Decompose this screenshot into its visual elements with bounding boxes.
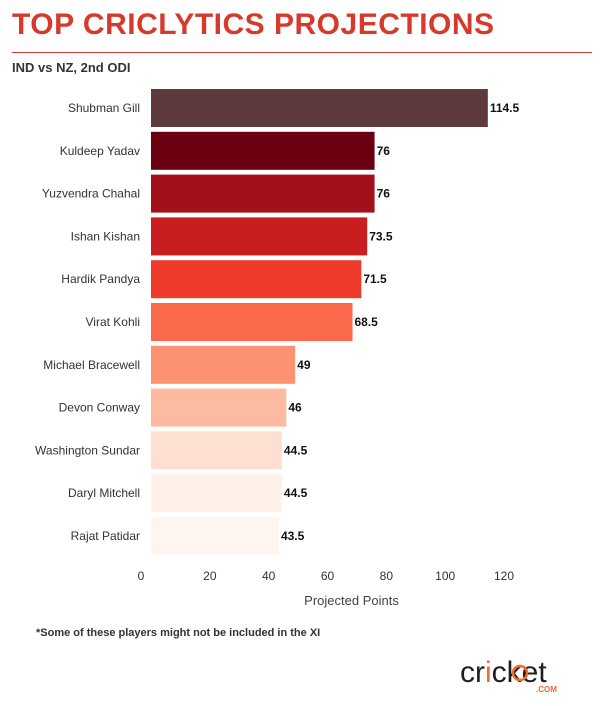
x-tick-label: 120	[494, 569, 514, 583]
bar	[151, 431, 282, 470]
bar	[151, 517, 279, 555]
x-tick-label: 40	[262, 569, 276, 583]
value-label: 44.5	[284, 486, 308, 500]
footnote: *Some of these players might not be incl…	[36, 627, 321, 639]
value-label: 76	[377, 144, 391, 158]
category-label: Kuldeep Yadav	[60, 144, 140, 158]
logo-wordmark: cricket	[460, 656, 547, 689]
category-label: Michael Bracewell	[43, 358, 140, 372]
value-label: 44.5	[284, 443, 308, 457]
bar	[151, 217, 368, 256]
category-label: Hardik Pandya	[61, 272, 140, 286]
value-label: 49	[297, 358, 311, 372]
x-axis-ticks: 0 20 40 60 80 100 120	[138, 569, 515, 583]
x-tick-label: 80	[380, 569, 394, 583]
value-label: 73.5	[369, 229, 393, 243]
category-labels: Shubman Gill Kuldeep Yadav Yuzvendra Chaha…	[35, 101, 140, 543]
category-label: Shubman Gill	[68, 101, 140, 115]
ball-icon	[511, 664, 529, 682]
value-label: 114.5	[490, 101, 520, 115]
bars-layer	[151, 89, 488, 555]
category-label: Devon Conway	[59, 401, 140, 415]
title-divider	[12, 52, 592, 53]
x-axis-title: Projected Points	[304, 593, 399, 608]
bar	[151, 260, 362, 299]
bar	[151, 174, 375, 213]
category-label: Yuzvendra Chahal	[42, 187, 140, 201]
x-tick-label: 0	[138, 569, 145, 583]
bar	[151, 388, 287, 427]
page-title: TOP CRICLYTICS PROJECTIONS	[12, 8, 495, 41]
category-label: Daryl Mitchell	[68, 486, 140, 500]
logo-subtext: .COM	[536, 685, 557, 694]
bar	[151, 303, 353, 341]
chart-subtitle: IND vs NZ, 2nd ODI	[12, 60, 131, 75]
value-label: 46	[288, 401, 302, 415]
value-label: 76	[377, 187, 391, 201]
category-label: Washington Sundar	[35, 443, 140, 457]
x-tick-label: 60	[321, 569, 335, 583]
category-label: Virat Kohli	[86, 315, 140, 329]
category-label: Rajat Patidar	[71, 529, 140, 543]
value-label: 71.5	[363, 272, 387, 286]
bar	[151, 131, 375, 170]
value-label: 43.5	[281, 529, 305, 543]
value-label: 68.5	[355, 315, 379, 329]
x-tick-label: 100	[435, 569, 455, 583]
bar	[151, 474, 282, 513]
category-label: Ishan Kishan	[71, 229, 140, 243]
bar	[151, 345, 296, 384]
cricket-logo: cricket .COM	[460, 656, 557, 694]
bar	[151, 89, 488, 127]
value-labels: 114.5 76 76 73.5 71.5 68.5 49 46 44.5 44.5 43.5	[281, 101, 520, 543]
x-tick-label: 20	[203, 569, 217, 583]
